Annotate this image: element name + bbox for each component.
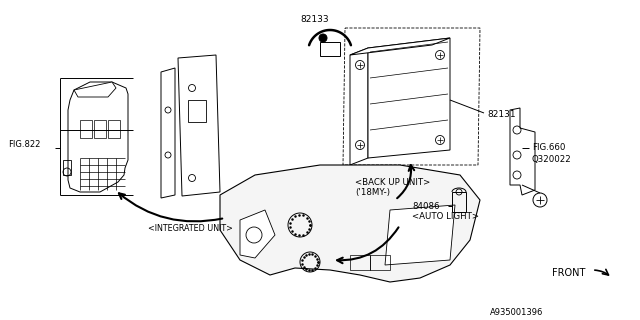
Polygon shape (368, 38, 450, 158)
Bar (452, 192, 466, 212)
Text: <INTEGRATED UNIT>: <INTEGRATED UNIT> (148, 224, 233, 233)
Polygon shape (240, 210, 275, 258)
Text: 82131: 82131 (487, 110, 516, 119)
Polygon shape (385, 205, 455, 265)
Polygon shape (350, 38, 450, 55)
Polygon shape (178, 55, 220, 196)
Bar (370, 255, 390, 270)
Text: ('18MY-): ('18MY-) (355, 188, 390, 197)
Polygon shape (510, 108, 535, 195)
Bar (108, 120, 120, 138)
Bar (63, 160, 71, 175)
Bar (188, 100, 206, 122)
Text: Q320022: Q320022 (532, 155, 572, 164)
Text: FIG.660: FIG.660 (532, 143, 565, 152)
Bar (320, 42, 340, 56)
Polygon shape (343, 28, 480, 165)
Text: FIG.822: FIG.822 (8, 140, 40, 148)
Text: A935001396: A935001396 (490, 308, 543, 317)
Text: 84086: 84086 (412, 202, 440, 211)
Bar (80, 120, 92, 138)
Polygon shape (220, 165, 480, 282)
Polygon shape (161, 68, 175, 198)
Polygon shape (74, 82, 116, 97)
Text: FRONT: FRONT (552, 268, 586, 278)
Polygon shape (68, 82, 128, 192)
Text: <AUTO LIGHT>: <AUTO LIGHT> (412, 212, 479, 221)
Text: 82133: 82133 (300, 15, 328, 24)
Text: <BACK UP UNIT>: <BACK UP UNIT> (355, 178, 430, 187)
Bar (94, 120, 106, 138)
Polygon shape (350, 48, 368, 165)
Circle shape (319, 34, 327, 42)
Bar (350, 255, 370, 270)
